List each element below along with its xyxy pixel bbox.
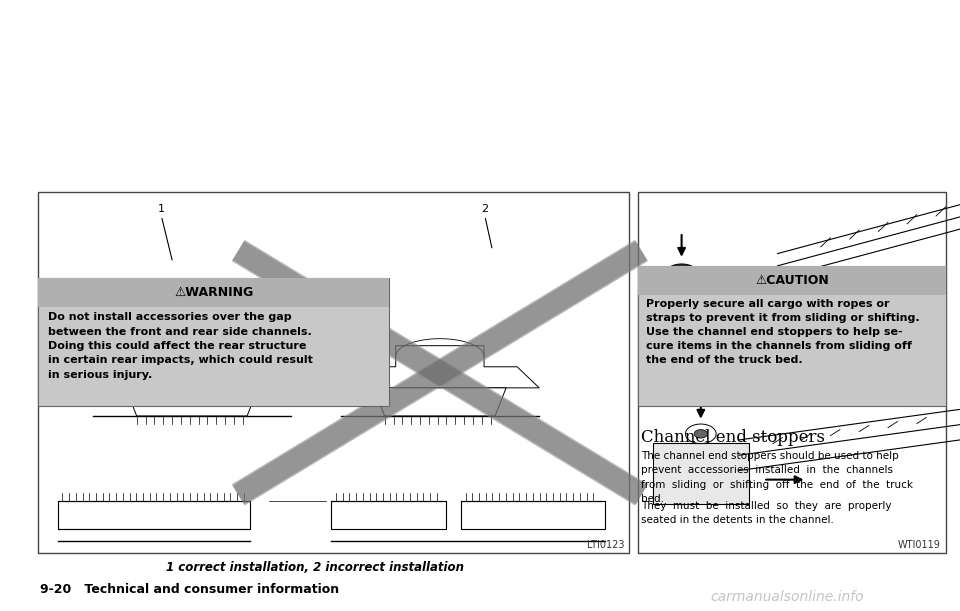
Text: ⚠WARNING: ⚠WARNING xyxy=(174,286,253,299)
Bar xyxy=(58,501,250,529)
Bar xyxy=(38,278,389,307)
Bar xyxy=(638,266,946,406)
Text: 2: 2 xyxy=(481,204,489,214)
Text: carmanualsonline.info: carmanualsonline.info xyxy=(710,590,864,604)
Polygon shape xyxy=(373,388,506,416)
Bar xyxy=(38,278,389,406)
Bar xyxy=(643,284,720,333)
Text: ⚠CAUTION: ⚠CAUTION xyxy=(756,274,828,287)
Bar xyxy=(461,501,605,529)
Text: Channel end stoppers: Channel end stoppers xyxy=(641,429,826,446)
Circle shape xyxy=(664,264,699,286)
Text: They  must  be  installed  so  they  are  properly
seated in the detents in the : They must be installed so they are prope… xyxy=(641,501,892,525)
Bar xyxy=(638,266,946,295)
Text: 1 correct installation, 2 incorrect installation: 1 correct installation, 2 incorrect inst… xyxy=(166,561,464,574)
Text: 9-20   Technical and consumer information: 9-20 Technical and consumer information xyxy=(40,583,340,596)
Polygon shape xyxy=(92,346,291,388)
Bar xyxy=(638,192,946,553)
Text: WTI0119: WTI0119 xyxy=(898,540,941,550)
Text: Properly secure all cargo with ropes or
straps to prevent it from sliding or shi: Properly secure all cargo with ropes or … xyxy=(646,299,920,365)
Text: 1: 1 xyxy=(157,204,165,214)
Text: Do not install accessories over the gap
between the front and rear side channels: Do not install accessories over the gap … xyxy=(48,312,313,380)
Text: LTI0123: LTI0123 xyxy=(587,540,624,550)
Polygon shape xyxy=(341,346,540,388)
Bar xyxy=(653,443,749,504)
Polygon shape xyxy=(126,388,258,416)
Bar xyxy=(38,192,629,553)
Text: The channel end stoppers should be used to help
prevent  accessories  installed : The channel end stoppers should be used … xyxy=(641,451,913,504)
Circle shape xyxy=(685,424,716,444)
Circle shape xyxy=(694,430,708,438)
Bar xyxy=(331,501,446,529)
Circle shape xyxy=(672,269,691,281)
